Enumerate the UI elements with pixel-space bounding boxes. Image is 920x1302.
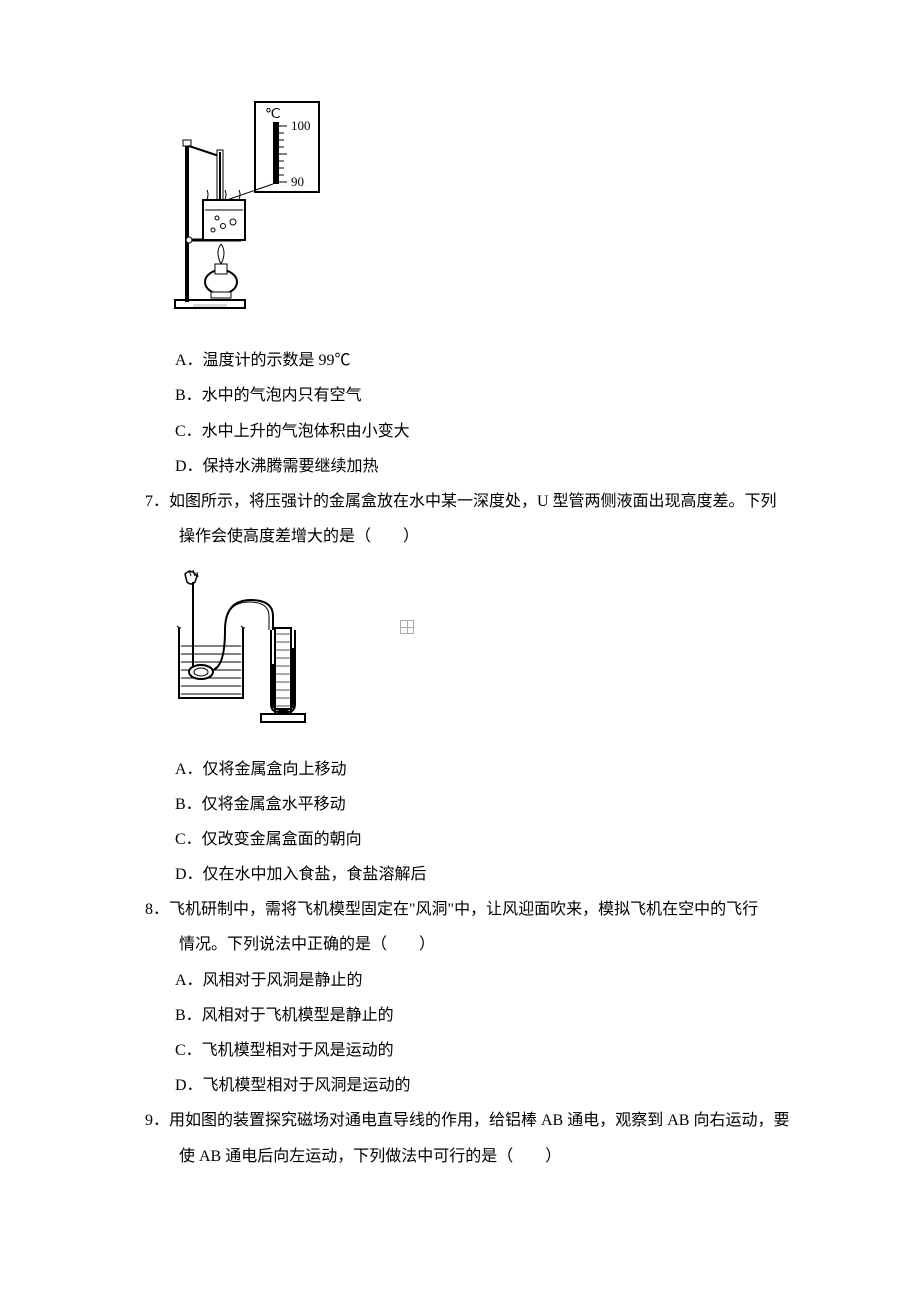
q9-stem-cont: 使 AB 通电后向左运动，下列做法中可行的是（ ） xyxy=(179,1139,790,1174)
q7-stem-cont: 操作会使高度差增大的是（ ） xyxy=(179,519,790,554)
q9-stem: 9．用如图的装置探究磁场对通电直导线的作用，给铝棒 AB 通电，观察到 AB 向… xyxy=(179,1103,790,1138)
q6-optC: C．水中上升的气泡体积由小变大 xyxy=(175,414,790,449)
q8-optB: B．风相对于飞机模型是静止的 xyxy=(175,998,790,1033)
pressure-gauge-svg xyxy=(175,568,325,728)
q7-optC: C．仅改变金属盒面的朝向 xyxy=(175,822,790,857)
q6-options: A．温度计的示数是 99℃ B．水中的气泡内只有空气 C．水中上升的气泡体积由小… xyxy=(175,343,790,484)
q7-optA: A．仅将金属盒向上移动 xyxy=(175,752,790,787)
q8-optD: D．飞机模型相对于风洞是运动的 xyxy=(175,1068,790,1103)
q8-optA: A．风相对于风洞是静止的 xyxy=(175,963,790,998)
q7-figure xyxy=(175,568,790,741)
thermo-tick-90: 90 xyxy=(291,174,304,189)
q6-optD: D．保持水沸腾需要继续加热 xyxy=(175,449,790,484)
thermo-unit: ℃ xyxy=(265,107,281,122)
q6-optA: A．温度计的示数是 99℃ xyxy=(175,343,790,378)
q8-stem: 8．飞机研制中，需将飞机模型固定在"风洞"中，让风迎面吹来，模拟飞机在空中的飞行 xyxy=(179,892,790,927)
q7-stem: 7．如图所示，将压强计的金属盒放在水中某一深度处，U 型管两侧液面出现高度差。下… xyxy=(179,484,790,519)
q6-optB: B．水中的气泡内只有空气 xyxy=(175,378,790,413)
q7-optD: D．仅在水中加入食盐，食盐溶解后 xyxy=(175,857,790,892)
q8-options: A．风相对于风洞是静止的 B．风相对于飞机模型是静止的 C．飞机模型相对于风是运… xyxy=(175,963,790,1104)
q8-optC: C．飞机模型相对于风是运动的 xyxy=(175,1033,790,1068)
q6-figure: ℃ 100 90 xyxy=(165,100,790,333)
q7-optB: B．仅将金属盒水平移动 xyxy=(175,787,790,822)
thermo-tick-100: 100 xyxy=(291,118,311,133)
boiling-apparatus-svg: ℃ 100 90 xyxy=(165,100,325,320)
q7-options: A．仅将金属盒向上移动 B．仅将金属盒水平移动 C．仅改变金属盒面的朝向 D．仅… xyxy=(175,752,790,893)
q8-stem-cont: 情况。下列说法中正确的是（ ） xyxy=(179,927,790,962)
watermark-icon xyxy=(400,620,414,634)
